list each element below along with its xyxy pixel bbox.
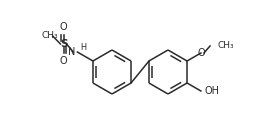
Text: CH₃: CH₃ xyxy=(217,42,234,50)
Text: O: O xyxy=(60,56,67,66)
Text: OH: OH xyxy=(205,86,220,96)
Text: O: O xyxy=(60,22,67,32)
Text: H: H xyxy=(80,42,87,51)
Text: O: O xyxy=(197,48,205,58)
Text: CH₃: CH₃ xyxy=(41,31,58,40)
Text: S: S xyxy=(60,39,67,49)
Text: N: N xyxy=(68,47,75,57)
